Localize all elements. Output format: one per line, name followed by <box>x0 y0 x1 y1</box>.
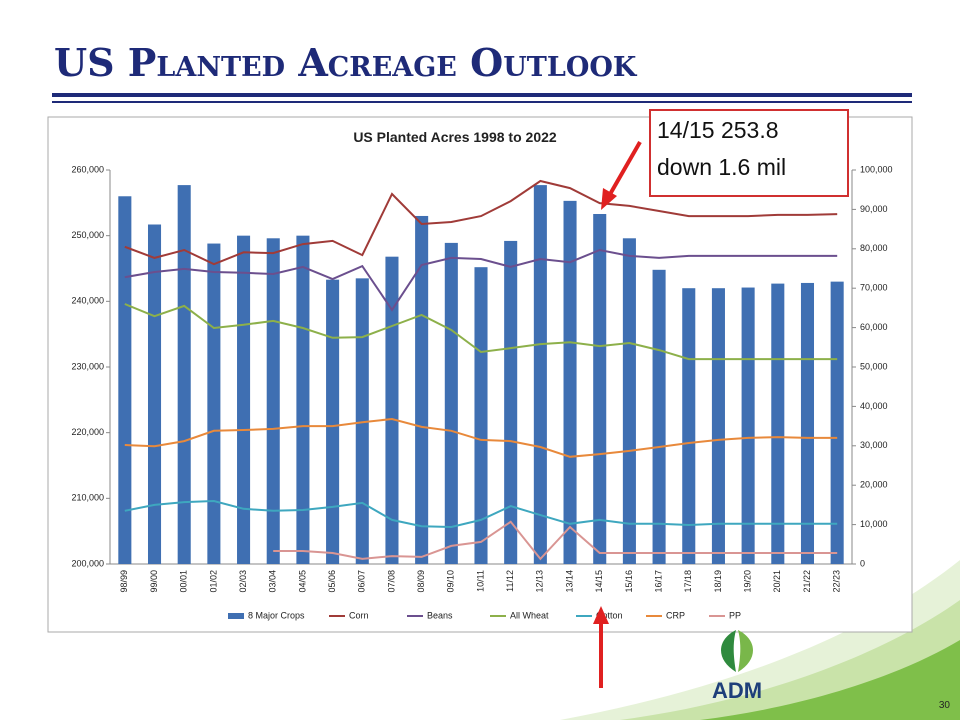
bar <box>266 238 280 564</box>
logo: ADM <box>712 630 762 703</box>
bar <box>296 235 310 564</box>
bar <box>563 200 577 564</box>
bar <box>830 281 844 564</box>
annotation-box <box>649 109 849 197</box>
y-tick-label: 210,000 <box>71 493 104 503</box>
bar <box>147 224 162 564</box>
y-tick-label: 260,000 <box>71 164 104 174</box>
legend-label: Corn <box>349 610 369 620</box>
x-tick-label: 02/03 <box>238 570 248 593</box>
y2-tick-label: 40,000 <box>860 401 888 411</box>
x-tick-label: 13/14 <box>564 570 574 593</box>
x-tick-label: 21/22 <box>802 570 812 593</box>
x-tick-label: 15/16 <box>624 570 634 593</box>
plot: 200,000 210,000 220,000 230,000 240,000 250,0… <box>71 164 892 620</box>
bar <box>118 196 132 564</box>
x-tick-label: 03/04 <box>268 570 278 593</box>
bar <box>682 288 696 564</box>
line <box>124 179 838 266</box>
legend-swatch <box>228 613 244 619</box>
annotation: down 1.6 mil <box>657 154 786 180</box>
page-number: 30 <box>939 700 951 711</box>
logo-text: ADM <box>712 678 762 703</box>
annotation: 14/15 253.8 <box>657 117 779 143</box>
x-tick-label: 19/20 <box>742 570 752 593</box>
y-tick-label: 250,000 <box>71 230 104 240</box>
y2-tick-label: 10,000 <box>860 519 888 529</box>
x-tick-label: 09/10 <box>446 570 456 593</box>
bar <box>533 185 547 564</box>
bar <box>593 213 607 564</box>
line <box>124 499 838 529</box>
bar <box>800 282 815 564</box>
bar <box>444 242 458 564</box>
y-tick-label: 230,000 <box>71 361 104 371</box>
x-tick-label: 17/18 <box>683 570 693 593</box>
y2-tick-label: 20,000 <box>860 480 888 490</box>
x-tick-label: 07/08 <box>386 570 396 593</box>
logo-leaf <box>721 630 736 672</box>
legend-label: Beans <box>427 610 453 620</box>
y2-tick-label: 60,000 <box>860 322 888 332</box>
x-tick-label: 06/07 <box>357 570 367 593</box>
line <box>124 303 838 361</box>
arrow <box>607 141 642 197</box>
x-tick-label: 05/06 <box>327 570 337 593</box>
x-tick-label: 12/13 <box>535 570 545 593</box>
y2-tick-label: 90,000 <box>860 204 888 214</box>
y2-tick-label: 70,000 <box>860 283 888 293</box>
bar <box>355 278 369 564</box>
line <box>273 520 838 561</box>
y2-tick-label: 50,000 <box>860 361 888 371</box>
y2-tick-label: 100,000 <box>860 164 893 174</box>
swoosh <box>700 640 960 720</box>
bar <box>237 235 251 564</box>
bar <box>474 267 488 564</box>
bar <box>711 288 725 564</box>
x-tick-label: 22/23 <box>832 570 842 593</box>
bar <box>177 185 191 564</box>
chart-title: US Planted Acres 1998 to 2022 <box>353 129 557 145</box>
bar <box>385 256 399 564</box>
x-tick-label: 00/01 <box>179 570 189 593</box>
y2-tick-label: 80,000 <box>860 243 888 253</box>
y-tick-label: 220,000 <box>71 427 104 437</box>
legend-label: 8 Major Crops <box>248 610 305 620</box>
arrow-head <box>593 606 609 624</box>
x-tick-label: 04/05 <box>297 570 307 593</box>
y2-tick-label: 0 <box>860 558 865 568</box>
line <box>124 248 838 312</box>
bar <box>326 279 340 564</box>
y-tick-label: 240,000 <box>71 296 104 306</box>
logo-leaf <box>738 630 753 672</box>
x-tick-label: 18/19 <box>713 570 723 593</box>
bar <box>771 283 785 564</box>
legend-label: CRP <box>666 610 685 620</box>
arrow-head <box>601 188 617 210</box>
slide-title: US Planted Acreage Outlook <box>54 40 638 85</box>
bar <box>622 238 636 564</box>
x-tick-label: 11/12 <box>505 570 515 592</box>
x-tick-label: 20/21 <box>772 570 782 593</box>
x-tick-label: 08/09 <box>416 570 426 593</box>
x-tick-label: 01/02 <box>208 570 218 593</box>
bar <box>207 243 221 564</box>
bar <box>504 240 518 565</box>
bar <box>415 215 429 564</box>
legend-label: PP <box>729 610 741 620</box>
y2-tick-label: 30,000 <box>860 440 888 450</box>
y-tick-label: 200,000 <box>71 558 104 568</box>
x-tick-label: 98/99 <box>119 570 129 593</box>
x-tick-label: 10/11 <box>475 570 485 592</box>
line <box>124 417 838 458</box>
legend-label: All Wheat <box>510 610 549 620</box>
x-tick-label: 99/00 <box>149 570 159 593</box>
bar <box>741 287 755 564</box>
legend-label: Cotton <box>596 610 623 620</box>
x-tick-label: 14/15 <box>594 570 604 593</box>
bar <box>652 269 666 564</box>
x-tick-label: 16/17 <box>653 570 663 593</box>
